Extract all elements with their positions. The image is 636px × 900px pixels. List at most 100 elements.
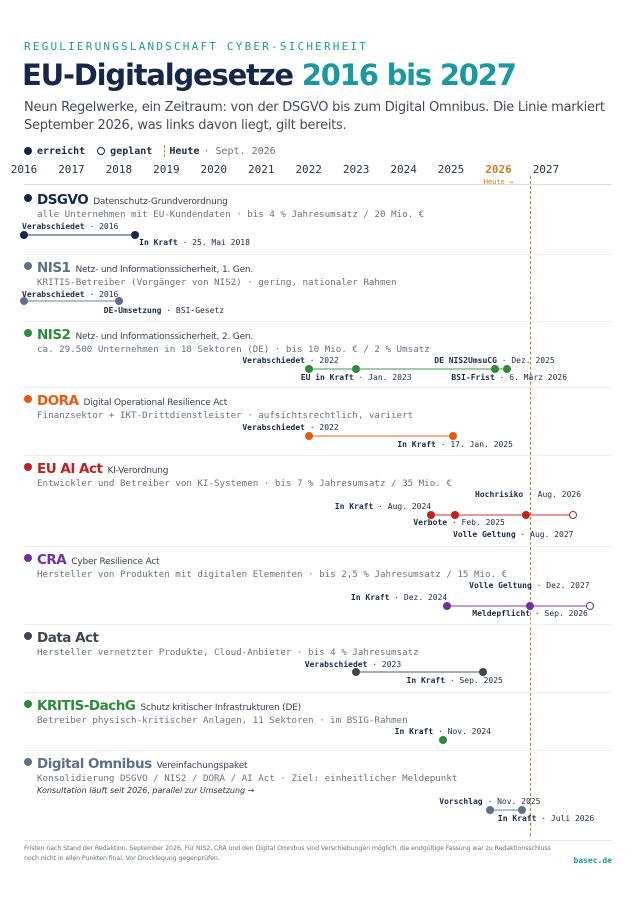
milestone-label: Verbote · Feb. 2025 [413,518,505,528]
regulation-scope: alle Unternehmen mit EU-Kundendaten · bi… [37,209,425,220]
legend: erreicht geplant Heute · Sept. 2026 [24,143,288,159]
milestone-label: Verabschiedet · 2022 [242,423,338,433]
milestone-date: · Aug. 2024 [373,502,432,511]
milestone-dot-reached [304,365,313,373]
regulation-name: DORA [37,393,79,409]
regulation-name: EU AI Act [37,461,103,477]
milestone-event: Vorschlag [439,797,483,806]
milestone-event: Verabschiedet [242,423,305,432]
axis-year-2023: 2023 [342,163,370,176]
row-divider [24,624,612,625]
milestone-event: DE-Umsetzung [103,306,162,315]
milestone-date: · Feb. 2025 [447,518,505,527]
axis-year-2024: 2024 [390,163,417,176]
milestone-event: In Kraft [334,502,374,511]
milestone-dot-reached [522,511,531,519]
milestone-label: EU in Kraft · Jan. 2023 [301,373,412,383]
filled-dot-icon [24,147,32,155]
title-range: 2016 bis 2027 [301,58,517,92]
legend-reached: erreicht [24,146,85,157]
milestone-date: · Juli 2026 [536,814,595,823]
milestone-event: Verbote [413,518,448,527]
timeline-bar [447,605,590,607]
dashed-line-icon [164,145,166,157]
regulation-name: Data Act [37,630,99,646]
milestone-date: · Jan. 2023 [353,373,412,382]
milestone-dot-reached [352,668,361,676]
milestone-event: EU in Kraft [300,373,354,382]
regulation-dot-icon [24,758,32,766]
milestone-date: · 2023 [367,660,402,669]
milestone-dot-reached [486,806,495,814]
milestone-date: · Nov. 2025 [482,797,541,806]
axis-year-2022: 2022 [295,163,322,176]
milestone-label: BSI-Frist · 6. März 2026 [451,373,567,383]
milestone-dot-reached [503,365,512,373]
regulation-full-name: Cyber Resilience Act [71,557,160,567]
timeline-bar [490,809,523,811]
kicker: REGULIERUNGSLANDSCHAFT CYBER-SICHERHEIT [24,40,369,53]
milestone-date: · 6. März 2026 [494,373,568,382]
regulation-name: NIS2 [37,327,71,343]
milestone-event: Verabschiedet [22,290,85,299]
milestone-label: Hochrisiko · Aug. 2026 [475,490,581,500]
regulation-kritis-dachg: KRITIS-DachG Schutz kritischer Infrastruk… [24,698,301,714]
brand-link[interactable]: basec.de [573,856,612,865]
milestone-event: In Kraft [139,238,178,247]
milestone-event: In Kraft [350,593,390,602]
milestone-date: · Nov. 2024 [433,727,491,736]
legend-today-date: · Sept. 2026 [203,145,276,157]
hollow-dot-icon [97,147,106,155]
milestone-date: · Aug. 2026 [523,490,582,499]
regulation-name: DSGVO [37,192,89,208]
regulation-eu-ai-act: EU AI Act KI-Verordnung [24,461,168,477]
milestone-dot-reached [352,365,361,373]
regulation-data-act: Data Act [24,630,99,646]
regulation-full-name: Schutz kritischer Infrastrukturen (DE) [140,703,301,713]
milestone-event: Verabschiedet [22,222,85,231]
milestone-dot-planned [585,602,594,610]
milestone-event: Verabschiedet [242,356,305,365]
today-line [530,176,532,836]
milestone-date: · 2016 [84,290,119,299]
row-divider [24,750,612,751]
milestone-label: Verabschiedet · 2016 [22,290,118,300]
regulation-name: NIS1 [37,260,71,276]
milestone-date: · Dez. 2027 [531,581,590,590]
milestone-dot-reached [20,297,28,305]
legend-today-label: Heute [169,145,200,157]
regulation-full-name: Digital Operational Resilience Act [83,398,228,408]
row-divider [24,692,612,693]
axis-year-2019: 2019 [153,163,180,176]
milestone-dot-reached [130,231,139,239]
regulation-dot-icon [24,632,32,640]
regulation-name: KRITIS-DachG [37,698,136,714]
row-divider [24,321,612,322]
milestone-label: Volle Geltung · Dez. 2027 [469,581,589,591]
milestone-event: DE NIS2UmsuCG [434,356,497,365]
timeline-bar [431,514,574,516]
milestone-date: · Dez. 2024 [389,593,448,602]
title-main: EU-Digitalgesetze [22,58,294,92]
milestone-event: Meldepflicht [472,609,531,618]
regulation-cra: CRA Cyber Resilience Act [24,552,160,568]
milestone-dot-reached [478,668,487,676]
legend-planned: geplant [97,146,152,157]
regulation-name: CRA [37,552,67,568]
milestone-label: In Kraft · Juli 2026 [498,814,594,824]
timeline-bar [308,435,453,437]
milestone-label: Vorschlag · Nov. 2025 [439,797,540,807]
milestone-date: · 2022 [304,356,339,365]
milestone-dot-reached [518,806,527,814]
regulation-scope: KRITIS-Betreiber (Vorgänger von NIS2) · … [37,277,397,288]
milestone-date: · 2016 [84,222,119,231]
milestone-label: In Kraft · 25. Mai 2018 [139,238,250,248]
milestone-label: In Kraft · 17. Jan. 2025 [397,440,513,450]
legend-reached-label: erreicht [37,145,86,157]
milestone-dot-planned [569,511,578,519]
milestone-event: In Kraft [406,676,446,685]
today-caption: Heute → [483,178,514,186]
timeline-bar [24,234,135,236]
milestone-label: Verabschiedet · 2022 [242,356,338,366]
milestone-dot-reached [114,297,123,305]
